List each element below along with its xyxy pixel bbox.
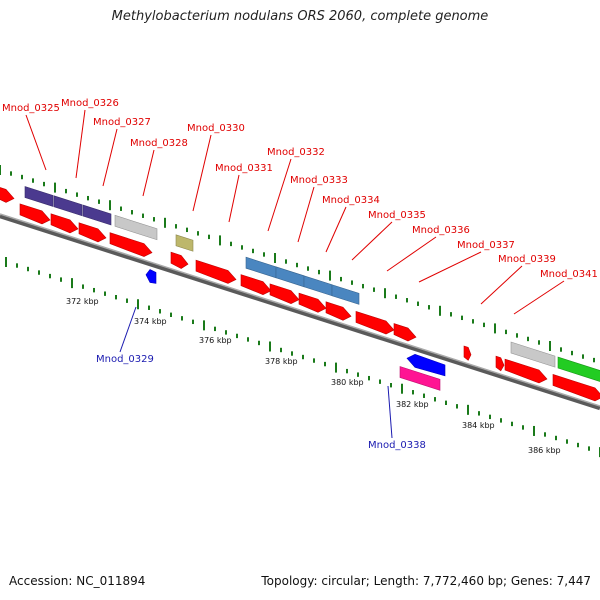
gray-gene-arrow (114, 214, 158, 241)
gene-features (0, 186, 600, 402)
inner-tick-row (5, 257, 600, 458)
purple-gene-arrow (24, 186, 54, 207)
gene-label: Mnod_0330 (187, 123, 245, 134)
gene-label: Mnod_0338 (368, 440, 426, 451)
genome-backbone-highlight (0, 213, 600, 407)
scale-labels: 372 kbp 374 kbp 376 kbp 378 kbp 380 kbp 382 k… (66, 297, 561, 455)
leader-line (480, 265, 523, 305)
genome-backbone (0, 213, 600, 411)
red-gene-arrow (495, 355, 505, 372)
scale-label: 376 kbp (199, 336, 232, 345)
genome-summary-text: Topology: circular; Length: 7,772,460 bp… (261, 574, 591, 588)
gene-label: Mnod_0331 (215, 163, 273, 174)
purple-gene-arrow (53, 195, 83, 217)
gene-label: Mnod_0327 (93, 117, 151, 128)
red-gene-arrow (170, 251, 189, 269)
red-gene-arrow (552, 374, 600, 402)
steelblue-gene-arrow (331, 284, 360, 305)
leader-line (418, 251, 482, 283)
leader-line (75, 109, 86, 179)
gene-label: Mnod_0333 (290, 175, 348, 186)
green-gene-arrow (557, 356, 600, 382)
leader-line (297, 186, 315, 243)
gene-label: Mnod_0329 (96, 354, 154, 365)
scale-label: 374 kbp (134, 317, 167, 326)
blue-gene-arrow (406, 353, 446, 377)
steelblue-gene-arrow (245, 256, 277, 279)
red-gene-arrow (19, 203, 51, 225)
gene-label: Mnod_0334 (322, 195, 380, 206)
gene-labels: Mnod_0325 Mnod_0326 Mnod_0327 Mnod_0328 Mnod… (2, 98, 598, 451)
gene-label: Mnod_0337 (457, 240, 515, 251)
leader-line (351, 221, 393, 261)
red-gene-arrow (195, 259, 237, 284)
scale-label: 384 kbp (462, 421, 495, 430)
scale-label: 382 kbp (396, 400, 429, 409)
leader-line (228, 174, 240, 223)
red-gene-arrow (240, 274, 272, 295)
gene-label: Mnod_0326 (61, 98, 119, 109)
red-gene-arrow (504, 358, 548, 384)
red-gene-arrow (109, 232, 153, 257)
red-gene-arrow (325, 301, 352, 321)
leader-line (25, 114, 47, 171)
red-gene-arrow (298, 292, 327, 313)
leader-line (119, 306, 137, 353)
gene-label: Mnod_0341 (540, 269, 598, 280)
leader-line (142, 149, 155, 197)
leader-line (387, 385, 393, 439)
blue-gene-arrow (145, 269, 157, 284)
leader-line (513, 280, 565, 315)
red-gene-arrow (269, 283, 300, 304)
scale-label: 380 kbp (331, 378, 364, 387)
accession-text: Accession: NC_011894 (9, 574, 146, 588)
gray-gene-arrow (510, 341, 556, 368)
pink-gene-arrow (399, 366, 441, 391)
scale-label: 378 kbp (265, 357, 298, 366)
leader-line (386, 236, 437, 272)
gene-label: Mnod_0325 (2, 103, 60, 114)
gene-label: Mnod_0335 (368, 210, 426, 221)
red-gene-arrow (355, 311, 395, 335)
scale-label: 372 kbp (66, 297, 99, 306)
leader-line (102, 128, 118, 187)
gene-label: Mnod_0336 (412, 225, 470, 236)
label-leader-lines (25, 109, 565, 439)
purple-gene-arrow (82, 204, 112, 226)
red-gene-arrow (463, 345, 472, 361)
gene-label: Mnod_0332 (267, 147, 325, 158)
leader-line (192, 134, 212, 212)
gene-label: Mnod_0328 (130, 138, 188, 149)
khaki-gene-arrow (175, 234, 194, 252)
scale-label: 386 kbp (528, 446, 561, 455)
leader-line (325, 206, 347, 253)
gene-label: Mnod_0339 (498, 254, 556, 265)
red-gene-arrow (50, 213, 79, 234)
red-gene-arrow (393, 323, 417, 342)
steelblue-gene-arrow (275, 266, 305, 288)
red-gene-arrow (78, 222, 107, 243)
steelblue-gene-arrow (303, 275, 333, 297)
red-gene-arrow (0, 187, 15, 203)
leader-line (267, 158, 292, 232)
map-title: Methylobacterium nodulans ORS 2060, comp… (111, 9, 489, 24)
outer-tick-row (0, 165, 595, 363)
